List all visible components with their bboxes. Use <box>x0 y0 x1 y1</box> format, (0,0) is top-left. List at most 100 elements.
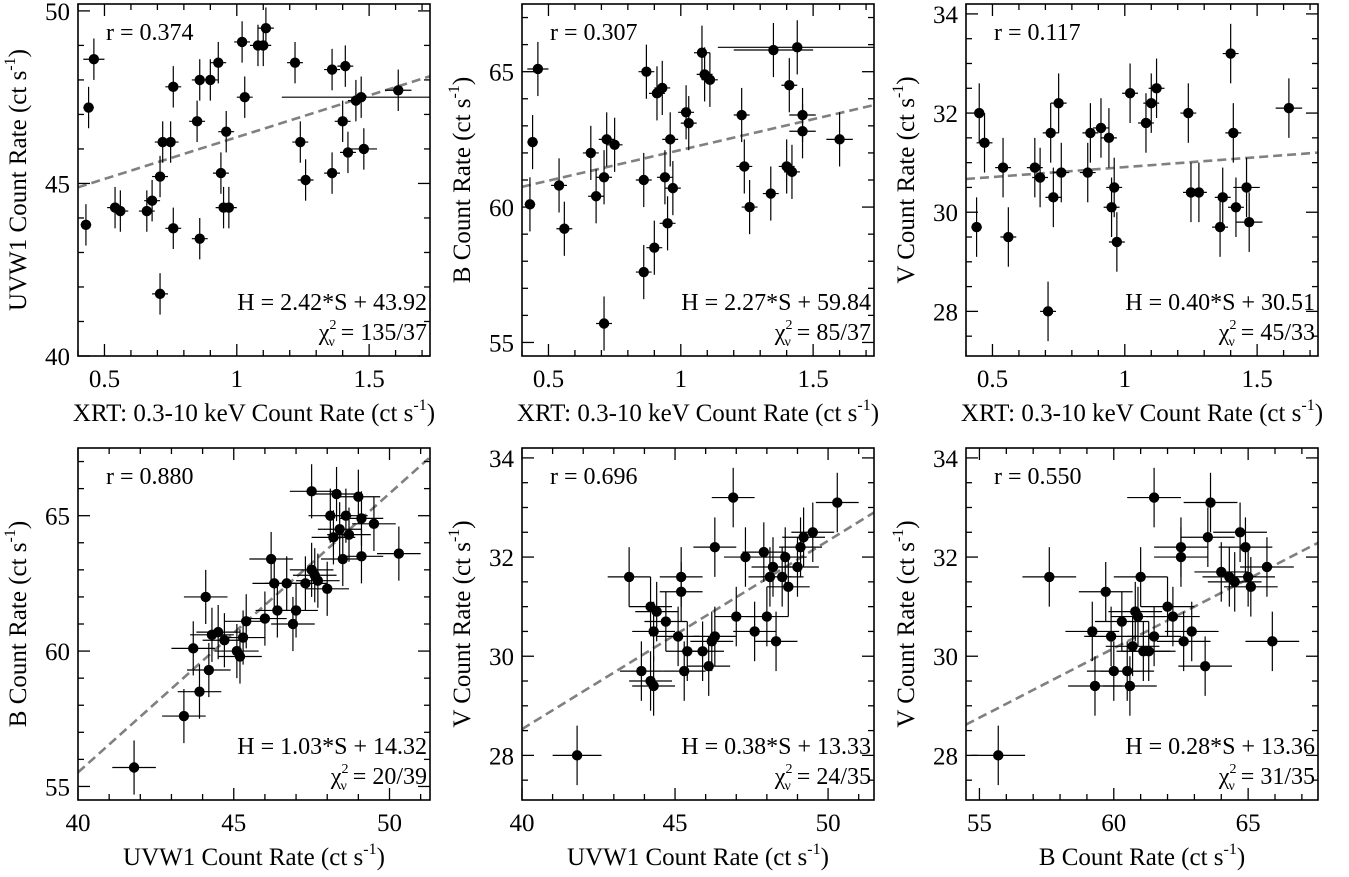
data-marker <box>1048 192 1059 203</box>
data-point <box>1233 157 1260 218</box>
data-marker <box>704 74 716 86</box>
data-marker <box>792 42 803 53</box>
fit-line <box>966 541 1318 726</box>
data-marker <box>1240 541 1251 553</box>
data-marker <box>1089 680 1101 692</box>
data-point <box>234 21 251 63</box>
y-tick-label: 34 <box>933 2 959 29</box>
x-tick-label: 0.5 <box>533 366 564 393</box>
data-point <box>1000 207 1017 267</box>
data-point <box>202 59 219 101</box>
plot-frame <box>77 447 431 801</box>
data-marker <box>697 646 708 657</box>
data-point <box>183 569 228 624</box>
chi-symbol: χ <box>1218 764 1230 790</box>
data-marker <box>1100 586 1111 597</box>
data-point <box>971 197 982 257</box>
y-tick-label: 32 <box>933 545 958 572</box>
data-point <box>741 180 758 235</box>
data-point <box>826 112 853 167</box>
data-point <box>1156 611 1211 672</box>
data-point <box>165 66 182 108</box>
x-axis-label-text: UVW1 Count Rate (ct s <box>123 844 363 871</box>
chi-value: = 31/35 <box>1235 764 1315 790</box>
y-tick-label: 28 <box>489 743 514 770</box>
plot-frame <box>77 3 431 357</box>
data-marker <box>239 91 250 103</box>
data-point <box>527 41 549 97</box>
data-point <box>190 607 234 662</box>
data-point <box>1045 167 1062 228</box>
data-marker <box>786 166 798 178</box>
data-point <box>1212 197 1229 257</box>
fit-line <box>966 151 1318 181</box>
data-point <box>257 7 274 49</box>
data-marker <box>997 162 1009 173</box>
data-marker <box>1116 616 1128 627</box>
y-axis-label-close: ) <box>893 76 920 84</box>
plot-frame <box>521 3 875 357</box>
data-point <box>644 591 688 652</box>
y-axis-label-text: B Count Rate (ct s <box>5 542 32 727</box>
data-marker <box>188 643 199 654</box>
x-axis-label-close: ) <box>377 844 385 871</box>
y-tick-label: 30 <box>933 644 958 671</box>
plot-area <box>522 467 874 786</box>
y-axis-label-text: V Count Rate (ct s <box>893 98 920 284</box>
data-point <box>552 725 602 786</box>
chi-sup: 2 <box>329 318 336 333</box>
data-point <box>1122 63 1139 123</box>
data-marker <box>1151 83 1162 94</box>
y-axis-label: B Count Rate (ct s-1) <box>2 521 32 727</box>
data-marker <box>356 551 367 562</box>
data-marker <box>1111 236 1123 248</box>
data-marker <box>221 126 232 137</box>
data-point <box>782 507 826 567</box>
data-point <box>973 83 985 143</box>
x-tick-label: 0.5 <box>977 366 1008 393</box>
data-point <box>742 522 786 582</box>
x-tick-label: 1.5 <box>798 366 829 393</box>
data-marker <box>260 22 272 34</box>
chi-sup: 2 <box>1229 318 1236 333</box>
data-point <box>607 547 651 607</box>
data-point <box>334 100 351 143</box>
data-point <box>638 44 655 99</box>
x-axis-label-sup: -1 <box>1301 397 1314 414</box>
data-point <box>83 86 94 129</box>
data-marker <box>798 532 809 543</box>
data-marker <box>191 116 203 127</box>
x-tick-label: 40 <box>510 810 535 837</box>
data-point <box>297 159 314 201</box>
data-marker <box>300 578 311 589</box>
data-marker <box>88 54 100 65</box>
x-tick-label: 65 <box>1236 810 1261 837</box>
data-point <box>635 152 652 208</box>
data-marker <box>358 143 370 155</box>
data-point <box>733 601 777 662</box>
data-point <box>659 196 676 251</box>
x-axis-label-sup: -1 <box>413 397 426 414</box>
data-point <box>693 606 737 667</box>
y-axis-label-sup: -1 <box>2 529 19 542</box>
data-point <box>187 642 231 698</box>
data-point <box>1050 73 1067 133</box>
data-point <box>165 207 182 250</box>
x-tick-label: 50 <box>816 810 841 837</box>
chi-value: = 85/37 <box>791 320 871 346</box>
y-tick-label: 60 <box>489 195 514 222</box>
y-tick-label: 55 <box>489 330 514 357</box>
data-point <box>714 586 758 647</box>
data-marker <box>1095 122 1107 134</box>
x-axis-label-text: XRT: 0.3-10 keV Count Rate (ct s <box>961 400 1302 427</box>
x-tick-label: 55 <box>967 810 992 837</box>
chi-square-label: χ2 ν = 135/37 <box>318 318 427 350</box>
chi-symbol: χ <box>318 320 330 346</box>
data-marker <box>128 762 140 773</box>
data-marker <box>178 710 190 722</box>
data-marker <box>649 242 660 253</box>
chi-square-label: χ2 ν = 20/39 <box>330 762 427 794</box>
data-point <box>1240 537 1294 597</box>
data-marker <box>739 161 750 172</box>
data-marker <box>527 136 538 148</box>
